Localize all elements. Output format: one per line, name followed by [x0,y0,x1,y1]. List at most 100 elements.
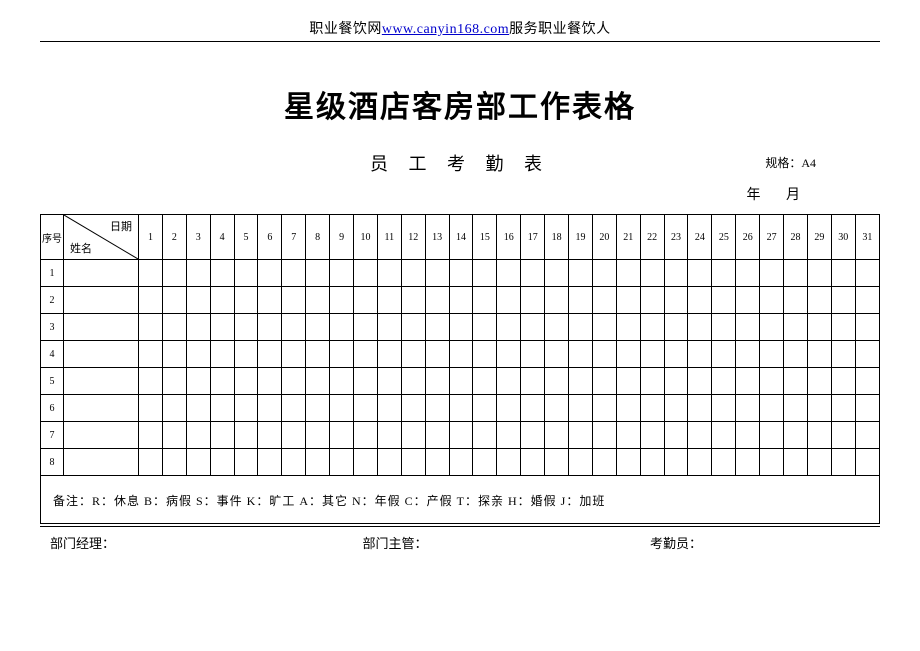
day-cell [784,260,808,287]
day-cell [616,314,640,341]
day-cell [282,287,306,314]
day-cell [592,260,616,287]
day-cell [831,395,855,422]
day-cell [688,368,712,395]
day-header: 16 [497,215,521,260]
day-cell [640,314,664,341]
day-cell [712,314,736,341]
table-header-row: 序号 日期 姓名 1234567891011121314151617181920… [41,215,880,260]
day-header: 14 [449,215,473,260]
name-cell [64,287,139,314]
day-cell [855,449,879,476]
day-cell [473,368,497,395]
day-header: 26 [736,215,760,260]
day-cell [736,287,760,314]
day-cell [330,341,354,368]
day-cell [712,449,736,476]
table-row: 8 [41,449,880,476]
day-cell [855,422,879,449]
day-cell [258,287,282,314]
day-cell [784,395,808,422]
day-header: 4 [210,215,234,260]
header-link[interactable]: www.canyin168.com [382,22,509,37]
day-cell [736,368,760,395]
day-header: 29 [807,215,831,260]
day-cell [258,449,282,476]
day-cell [664,287,688,314]
day-cell [449,395,473,422]
day-cell [807,341,831,368]
date-row: 年 月 [40,184,880,204]
day-cell [139,260,163,287]
day-cell [330,287,354,314]
seq-header: 序号 [41,215,64,260]
header-prefix: 职业餐饮网 [309,22,382,37]
year-label: 年 [747,188,761,203]
day-cell [186,314,210,341]
day-cell [234,314,258,341]
day-cell [162,260,186,287]
corner-name-label: 姓名 [70,240,92,256]
day-cell [592,449,616,476]
name-cell [64,422,139,449]
day-cell [282,449,306,476]
day-header: 6 [258,215,282,260]
month-label: 月 [786,188,800,203]
day-cell [282,422,306,449]
day-cell [760,395,784,422]
day-cell [449,287,473,314]
spec-label: 规格：A4 [765,154,816,171]
day-cell [616,449,640,476]
day-cell [831,341,855,368]
day-cell [354,341,378,368]
day-cell [592,287,616,314]
table-row: 3 [41,314,880,341]
day-cell [473,287,497,314]
day-cell [640,395,664,422]
day-cell [807,449,831,476]
day-header: 19 [569,215,593,260]
day-cell [234,341,258,368]
day-header: 31 [855,215,879,260]
footer-supervisor: 部门主管： [280,533,510,552]
day-cell [616,260,640,287]
day-cell [855,368,879,395]
seq-cell: 8 [41,449,64,476]
day-cell [688,395,712,422]
day-cell [139,449,163,476]
day-cell [210,341,234,368]
day-cell [162,395,186,422]
day-header: 18 [545,215,569,260]
day-cell [282,395,306,422]
day-cell [616,341,640,368]
day-cell [640,341,664,368]
day-cell [855,314,879,341]
day-cell [592,368,616,395]
day-header: 5 [234,215,258,260]
day-cell [139,368,163,395]
day-header: 23 [664,215,688,260]
day-cell [234,395,258,422]
day-cell [640,368,664,395]
day-cell [807,260,831,287]
day-cell [736,260,760,287]
day-cell [306,449,330,476]
day-cell [688,287,712,314]
day-cell [831,314,855,341]
day-cell [807,287,831,314]
day-cell [569,314,593,341]
day-cell [855,287,879,314]
day-cell [377,260,401,287]
day-header: 27 [760,215,784,260]
day-cell [162,449,186,476]
day-cell [210,368,234,395]
day-cell [736,449,760,476]
day-cell [186,395,210,422]
day-cell [640,287,664,314]
day-cell [664,422,688,449]
day-cell [186,260,210,287]
day-cell [449,449,473,476]
day-cell [354,422,378,449]
day-cell [521,368,545,395]
day-cell [425,449,449,476]
